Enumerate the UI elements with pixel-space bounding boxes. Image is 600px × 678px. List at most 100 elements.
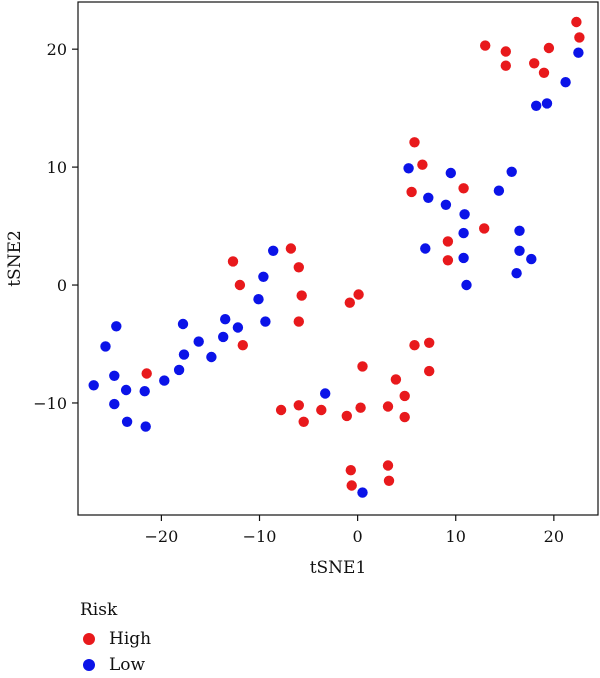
x-tick-label: 10 xyxy=(446,527,466,546)
point-high-24 xyxy=(353,289,364,300)
point-low-29 xyxy=(178,349,190,360)
point-high-33 xyxy=(316,404,327,416)
legend-label-high: High xyxy=(109,629,152,649)
legend-item-high: High xyxy=(80,626,151,652)
y-tick-label: −10 xyxy=(33,394,67,413)
point-high-37 xyxy=(399,390,410,402)
legend: Risk High Low xyxy=(80,600,151,678)
point-low-17 xyxy=(511,268,522,279)
point-low-34 xyxy=(88,380,99,391)
point-high-4 xyxy=(543,42,555,54)
point-high-22 xyxy=(141,368,152,379)
point-low-40 xyxy=(140,421,151,432)
point-low-6 xyxy=(506,166,517,177)
point-low-39 xyxy=(121,416,133,427)
point-low-42 xyxy=(357,487,368,498)
point-low-7 xyxy=(423,192,434,203)
point-low-23 xyxy=(220,314,231,325)
point-low-8 xyxy=(440,199,452,210)
plot-area xyxy=(88,16,585,498)
point-low-32 xyxy=(173,364,185,376)
point-low-21 xyxy=(253,294,264,305)
point-high-21 xyxy=(237,340,248,351)
point-low-16 xyxy=(526,253,537,265)
point-high-29 xyxy=(357,361,368,372)
point-low-38 xyxy=(109,398,120,410)
point-low-31 xyxy=(100,341,111,352)
legend-marker-low xyxy=(83,659,95,671)
point-high-34 xyxy=(341,410,352,422)
point-high-36 xyxy=(382,401,394,412)
point-low-36 xyxy=(139,386,150,397)
point-high-13 xyxy=(442,236,454,247)
y-tick-label: 0 xyxy=(57,276,67,295)
point-high-20 xyxy=(293,316,304,327)
point-high-26 xyxy=(424,337,435,348)
point-low-9 xyxy=(493,185,505,196)
point-low-30 xyxy=(206,351,217,363)
point-low-19 xyxy=(268,245,279,256)
point-low-18 xyxy=(461,279,472,291)
point-low-28 xyxy=(193,336,204,347)
point-low-11 xyxy=(420,243,431,254)
point-high-25 xyxy=(409,340,420,351)
point-high-6 xyxy=(529,58,540,69)
point-high-1 xyxy=(574,32,585,43)
point-high-39 xyxy=(345,465,356,476)
point-high-2 xyxy=(480,40,491,51)
point-high-11 xyxy=(458,183,469,194)
legend-title: Risk xyxy=(80,600,118,620)
point-low-37 xyxy=(120,384,132,396)
point-high-0 xyxy=(571,16,582,28)
point-high-16 xyxy=(234,279,246,291)
x-tick-label: 0 xyxy=(353,527,363,546)
point-high-35 xyxy=(355,402,366,413)
point-low-33 xyxy=(159,375,170,386)
point-low-5 xyxy=(445,167,456,179)
scatter-chart: −20 −10 0 10 20 −10 0 10 20 tSNE1 tSNE2 xyxy=(5,1,599,578)
point-high-10 xyxy=(406,186,417,198)
point-high-32 xyxy=(298,416,309,427)
point-low-41 xyxy=(320,388,331,399)
x-axis-title: tSNE1 xyxy=(310,558,367,578)
point-low-35 xyxy=(109,370,120,381)
y-tick-label: 10 xyxy=(47,158,67,177)
point-low-20 xyxy=(258,271,269,282)
point-high-12 xyxy=(479,223,490,234)
legend-marker-high xyxy=(83,633,95,645)
point-low-25 xyxy=(111,321,122,332)
point-low-1 xyxy=(560,77,571,88)
point-low-24 xyxy=(177,318,189,330)
y-tick-label: 20 xyxy=(47,40,67,59)
point-low-12 xyxy=(458,227,469,239)
point-high-14 xyxy=(442,255,454,266)
point-high-40 xyxy=(382,460,394,471)
point-low-3 xyxy=(541,98,553,109)
point-low-22 xyxy=(260,316,271,327)
point-high-23 xyxy=(344,297,355,308)
point-high-17 xyxy=(285,243,297,254)
point-low-15 xyxy=(514,245,525,256)
point-low-0 xyxy=(573,47,584,58)
point-high-28 xyxy=(390,374,402,385)
legend-label-low: Low xyxy=(109,655,146,675)
plot-frame xyxy=(77,1,599,516)
x-tick-label: −20 xyxy=(145,527,179,546)
x-tick-label: −10 xyxy=(243,527,277,546)
x-tick-label: 20 xyxy=(544,527,564,546)
point-high-5 xyxy=(500,60,511,71)
point-low-10 xyxy=(459,209,470,220)
point-low-13 xyxy=(514,225,525,236)
point-low-2 xyxy=(531,100,542,112)
point-low-4 xyxy=(403,163,414,174)
x-axis: −20 −10 0 10 20 xyxy=(145,515,564,546)
point-high-7 xyxy=(538,67,550,79)
point-high-3 xyxy=(500,46,511,57)
y-axis: −10 0 10 20 xyxy=(33,40,78,413)
point-high-38 xyxy=(399,411,410,423)
point-high-41 xyxy=(346,480,357,491)
point-low-26 xyxy=(232,322,244,333)
legend-item-low: Low xyxy=(80,652,151,678)
point-low-14 xyxy=(458,252,469,264)
point-high-27 xyxy=(424,365,435,377)
